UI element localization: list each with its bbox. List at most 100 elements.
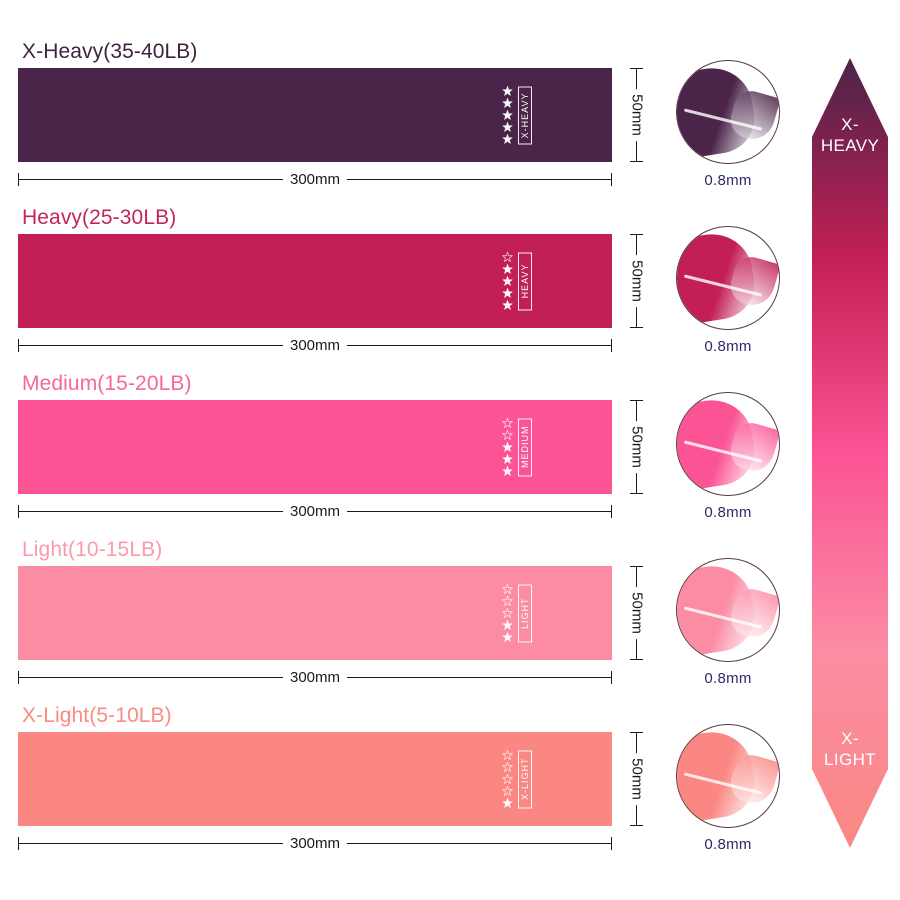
star-filled-icon [502,85,513,96]
arrow-top-label-line2: HEAVY [820,136,880,155]
star-filled-icon [502,133,513,144]
band-level-tag-text: HEAVY [520,263,530,299]
height-dimension-cap-top [630,566,643,567]
band-level-tag-text: X-LIGHT [520,757,530,801]
thickness-label: 0.8mm [704,670,752,687]
star-filled-icon [502,631,513,642]
height-dimension-cap-bottom [630,493,643,494]
height-dimension-cap-bottom [630,327,643,328]
width-dimension-cap-right [611,173,612,186]
band-level-tag: X-HEAVY [518,86,532,144]
band-level-tag: MEDIUM [518,418,532,476]
thickness-inset: 0.8mm [668,558,788,687]
width-dimension-cap-right [611,671,612,684]
star-outline-icon [502,595,513,607]
star-rating [502,749,513,809]
thickness-label: 0.8mm [704,338,752,355]
star-outline-icon [502,251,513,263]
thickness-inset: 0.8mm [668,392,788,521]
arrow-top-label-line1: X- [841,115,859,134]
band-level-tag-text: X-HEAVY [520,92,530,138]
band-marking: MEDIUM [502,417,532,477]
arrow-bottom-label-line1: X- [841,729,859,748]
width-dimension-label: 300mm [282,170,348,189]
height-dimension: 50mm [624,68,650,162]
width-dimension-label: 300mm [282,834,348,853]
width-dimension-cap-left [18,339,19,352]
band-strip: LIGHT [18,566,612,660]
height-dimension-label: 50mm [628,753,646,805]
star-filled-icon [502,465,513,476]
width-dimension-cap-left [18,173,19,186]
height-dimension: 50mm [624,566,650,660]
height-dimension-cap-top [630,400,643,401]
band-level-tag: X-LIGHT [518,750,532,808]
band-marking: X-LIGHT [502,749,532,809]
thickness-photo-circle [676,392,780,496]
star-outline-icon [502,417,513,429]
height-dimension-label: 50mm [628,587,646,639]
star-filled-icon [502,619,513,630]
arrow-bottom-label-line2: LIGHT [823,750,877,769]
star-filled-icon [502,263,513,274]
thickness-photo-circle [676,558,780,662]
width-dimension-cap-right [611,837,612,850]
star-filled-icon [502,797,513,808]
band-level-tag-text: MEDIUM [520,425,530,469]
band-title: Heavy(25-30LB) [22,206,177,229]
star-outline-icon [502,749,513,761]
band-strip: X-HEAVY [18,68,612,162]
star-rating [502,85,513,145]
star-filled-icon [502,275,513,286]
width-dimension-label: 300mm [282,336,348,355]
band-marking: X-HEAVY [502,85,532,145]
band-title: Light(10-15LB) [22,538,163,561]
height-dimension-cap-top [630,68,643,69]
star-rating [502,583,513,643]
width-dimension: 300mm [18,170,612,190]
height-dimension-cap-top [630,732,643,733]
width-dimension-cap-right [611,339,612,352]
thickness-label: 0.8mm [704,172,752,189]
thickness-inset: 0.8mm [668,60,788,189]
width-dimension-cap-left [18,671,19,684]
band-title: Medium(15-20LB) [22,372,192,395]
star-rating [502,251,513,311]
thickness-inset: 0.8mm [668,724,788,853]
height-dimension: 50mm [624,234,650,328]
arrow-gradient-body [812,58,888,848]
width-dimension-label: 300mm [282,668,348,687]
thickness-label: 0.8mm [704,836,752,853]
star-filled-icon [502,453,513,464]
star-filled-icon [502,299,513,310]
width-dimension: 300mm [18,834,612,854]
height-dimension-label: 50mm [628,89,646,141]
height-dimension: 50mm [624,732,650,826]
height-dimension-label: 50mm [628,421,646,473]
arrow-top-label: X- HEAVY [812,114,888,156]
band-strip: X-LIGHT [18,732,612,826]
star-filled-icon [502,287,513,298]
height-dimension-label: 50mm [628,255,646,307]
band-level-tag: HEAVY [518,252,532,310]
width-dimension-cap-left [18,837,19,850]
star-rating [502,417,513,477]
band-title: X-Light(5-10LB) [22,704,172,727]
band-marking: LIGHT [502,583,532,643]
band-level-tag: LIGHT [518,584,532,642]
height-dimension-cap-bottom [630,161,643,162]
thickness-label: 0.8mm [704,504,752,521]
arrow-bottom-label: X- LIGHT [812,728,888,770]
star-outline-icon [502,429,513,441]
star-filled-icon [502,121,513,132]
star-outline-icon [502,583,513,595]
resistance-scale-arrow: X- HEAVY X- LIGHT [812,58,888,848]
star-outline-icon [502,607,513,619]
star-outline-icon [502,761,513,773]
band-marking: HEAVY [502,251,532,311]
width-dimension-cap-left [18,505,19,518]
thickness-photo-circle [676,60,780,164]
width-dimension: 300mm [18,336,612,356]
width-dimension: 300mm [18,502,612,522]
